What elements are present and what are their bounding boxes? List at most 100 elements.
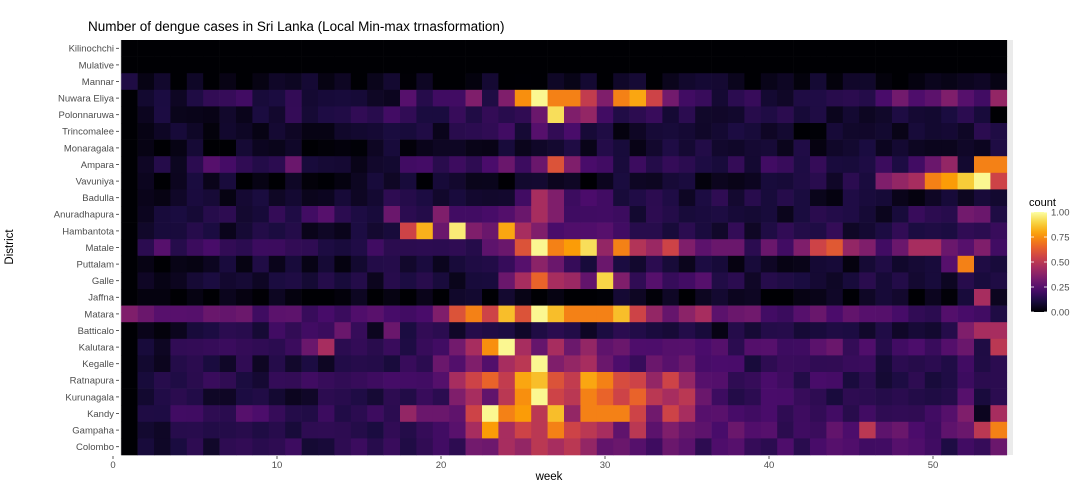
heatmap-cell xyxy=(432,239,450,257)
heatmap-cell xyxy=(285,322,302,340)
heatmap-cell xyxy=(170,372,188,389)
heatmap-cell xyxy=(777,123,794,140)
heatmap-cell xyxy=(400,421,417,439)
heatmap-cell xyxy=(662,322,680,340)
heatmap-cell xyxy=(957,73,975,91)
heatmap-cell xyxy=(498,172,516,190)
heatmap-cell xyxy=(957,322,975,340)
heatmap-cell xyxy=(154,56,171,74)
heatmap-cell xyxy=(252,206,270,223)
heatmap-cell xyxy=(760,189,778,207)
heatmap-cell xyxy=(203,222,220,240)
heatmap-cell xyxy=(908,338,926,356)
heatmap-cell xyxy=(974,305,991,323)
heatmap-cell xyxy=(974,255,991,273)
heatmap-cell xyxy=(547,272,565,290)
heatmap-cell xyxy=(285,338,302,356)
heatmap-cell xyxy=(908,89,926,107)
heatmap-cell xyxy=(482,322,499,340)
heatmap-cell xyxy=(203,206,220,223)
heatmap-cell xyxy=(170,255,188,273)
heatmap-cell xyxy=(941,372,958,389)
heatmap-cell xyxy=(974,289,991,306)
heatmap-cell xyxy=(793,239,811,257)
heatmap-cell xyxy=(432,40,450,57)
heatmap-cell xyxy=(810,106,827,124)
heatmap-cell xyxy=(875,255,893,273)
heatmap-cell xyxy=(186,338,204,356)
heatmap-cell xyxy=(974,322,991,340)
heatmap-cell xyxy=(941,338,958,356)
heatmap-cell xyxy=(531,139,548,157)
heatmap-cell xyxy=(334,89,352,107)
heatmap-cell xyxy=(170,405,188,423)
heatmap-cell xyxy=(383,106,401,124)
heatmap-cell xyxy=(957,239,975,257)
heatmap-cell xyxy=(121,222,138,240)
heatmap-cell xyxy=(564,123,581,140)
heatmap-cell xyxy=(957,156,975,174)
heatmap-cell xyxy=(908,372,926,389)
heatmap-cell xyxy=(744,156,762,174)
heatmap-cell xyxy=(432,123,450,140)
heatmap-cell xyxy=(793,438,811,456)
heatmap-cell xyxy=(924,89,942,107)
heatmap-cell xyxy=(646,405,663,423)
heatmap-cell xyxy=(318,73,335,91)
heatmap-cell xyxy=(514,189,532,207)
heatmap-cell xyxy=(744,272,762,290)
y-tick-label: Matale xyxy=(85,243,114,254)
heatmap-cell xyxy=(859,322,876,340)
heatmap-cell xyxy=(695,405,712,423)
heatmap-cell xyxy=(941,405,958,423)
heatmap-cell xyxy=(924,56,942,74)
heatmap-cell xyxy=(695,438,712,456)
heatmap-cell xyxy=(613,305,630,323)
heatmap-cell xyxy=(777,305,794,323)
heatmap-cell xyxy=(203,372,220,389)
heatmap-cell xyxy=(859,222,876,240)
heatmap-cell xyxy=(613,289,630,306)
heatmap-cell xyxy=(498,139,516,157)
heatmap-cell xyxy=(875,405,893,423)
heatmap-cell xyxy=(760,56,778,74)
heatmap-cell xyxy=(924,305,942,323)
heatmap-cell xyxy=(301,206,319,223)
heatmap-cell xyxy=(564,206,581,223)
heatmap-cell xyxy=(646,272,663,290)
heatmap-cell xyxy=(334,222,352,240)
heatmap-cell xyxy=(990,123,1008,140)
heatmap-cell xyxy=(580,89,598,107)
heatmap-cell xyxy=(908,322,926,340)
heatmap-cell xyxy=(760,73,778,91)
heatmap-cell xyxy=(334,156,352,174)
heatmap-cell xyxy=(777,239,794,257)
heatmap-cell xyxy=(842,289,860,306)
y-tick-label: Matara xyxy=(84,309,114,320)
heatmap-cell xyxy=(596,156,614,174)
heatmap-cell xyxy=(957,438,975,456)
heatmap-cell xyxy=(268,272,286,290)
heatmap-cell xyxy=(892,255,909,273)
heatmap-cell xyxy=(662,305,680,323)
heatmap-cell xyxy=(728,56,745,74)
legend-tick-label: 0.00 xyxy=(1051,307,1070,318)
heatmap-cell xyxy=(892,56,909,74)
heatmap-cell xyxy=(744,189,762,207)
heatmap-cell xyxy=(646,89,663,107)
heatmap-cell xyxy=(728,172,745,190)
heatmap-cell xyxy=(908,123,926,140)
heatmap-cell xyxy=(842,40,860,57)
heatmap-cell xyxy=(547,73,565,91)
heatmap-cell xyxy=(318,372,335,389)
heatmap-cell xyxy=(646,305,663,323)
heatmap-cell xyxy=(974,56,991,74)
heatmap-cell xyxy=(514,222,532,240)
heatmap-cell xyxy=(514,106,532,124)
heatmap-cell xyxy=(432,305,450,323)
heatmap-cell xyxy=(990,106,1008,124)
heatmap-cell xyxy=(465,289,483,306)
heatmap-cell xyxy=(514,123,532,140)
heatmap-cell xyxy=(383,355,401,373)
heatmap-cell xyxy=(760,239,778,257)
